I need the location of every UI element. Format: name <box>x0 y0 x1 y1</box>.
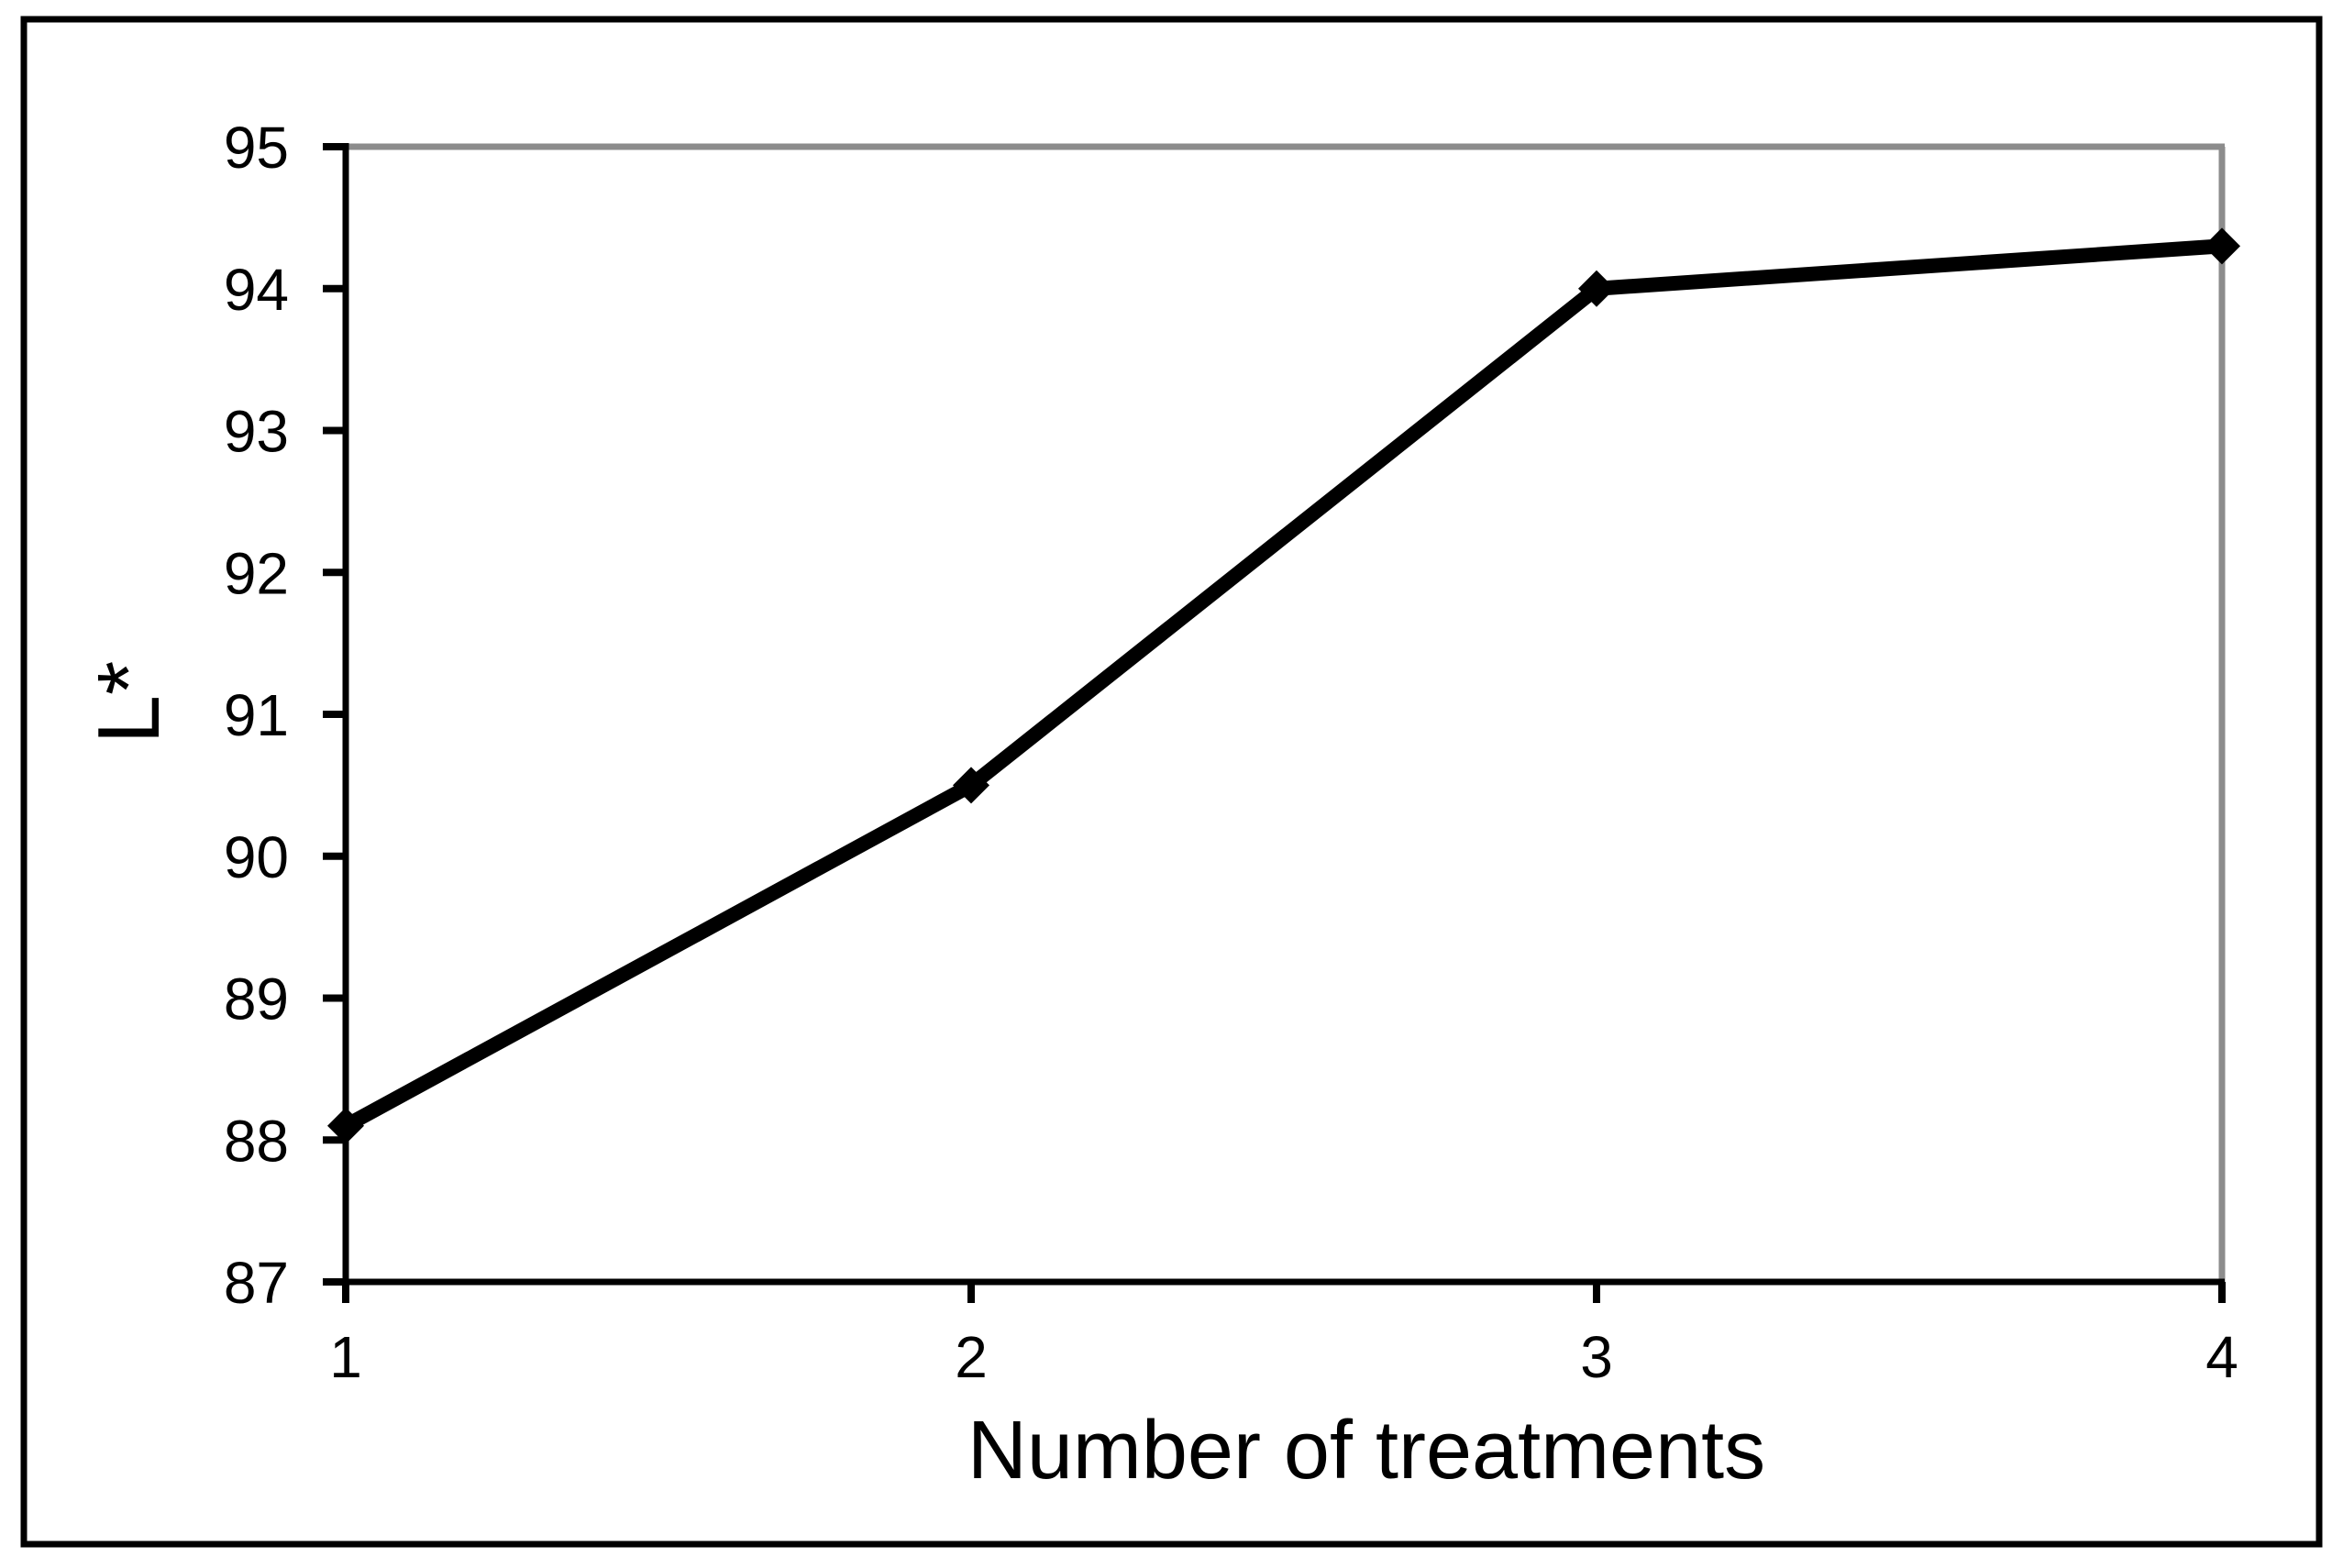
x-tick-label: 4 <box>2205 1324 2238 1390</box>
y-axis-ticks: 87 88 89 90 91 92 93 94 95 <box>224 115 346 1316</box>
data-point-marker <box>2204 227 2240 265</box>
x-axis-ticks: 1 2 3 4 <box>329 1282 2238 1390</box>
y-tick-label: 90 <box>224 824 289 890</box>
y-tick-label: 93 <box>224 399 289 465</box>
y-tick-label: 88 <box>224 1108 289 1174</box>
y-tick-label: 94 <box>224 257 289 323</box>
y-tick-label: 89 <box>224 966 289 1032</box>
x-tick-label: 1 <box>329 1324 362 1390</box>
data-point-marker <box>327 1107 364 1144</box>
y-tick-label: 95 <box>224 115 289 181</box>
y-tick-label: 92 <box>224 540 289 606</box>
data-series <box>327 227 2240 1144</box>
data-line <box>342 238 2223 1132</box>
data-point-marker <box>953 767 989 804</box>
x-axis-title: Number of treatments <box>967 1405 1765 1496</box>
figure-border <box>20 16 2323 1548</box>
x-tick-label: 3 <box>1580 1324 1613 1390</box>
data-point-marker <box>1578 270 1615 307</box>
y-tick-label: 87 <box>224 1250 289 1316</box>
x-tick-label: 2 <box>955 1324 988 1390</box>
y-axis-title: L* <box>80 661 178 745</box>
y-tick-label: 91 <box>224 682 289 748</box>
